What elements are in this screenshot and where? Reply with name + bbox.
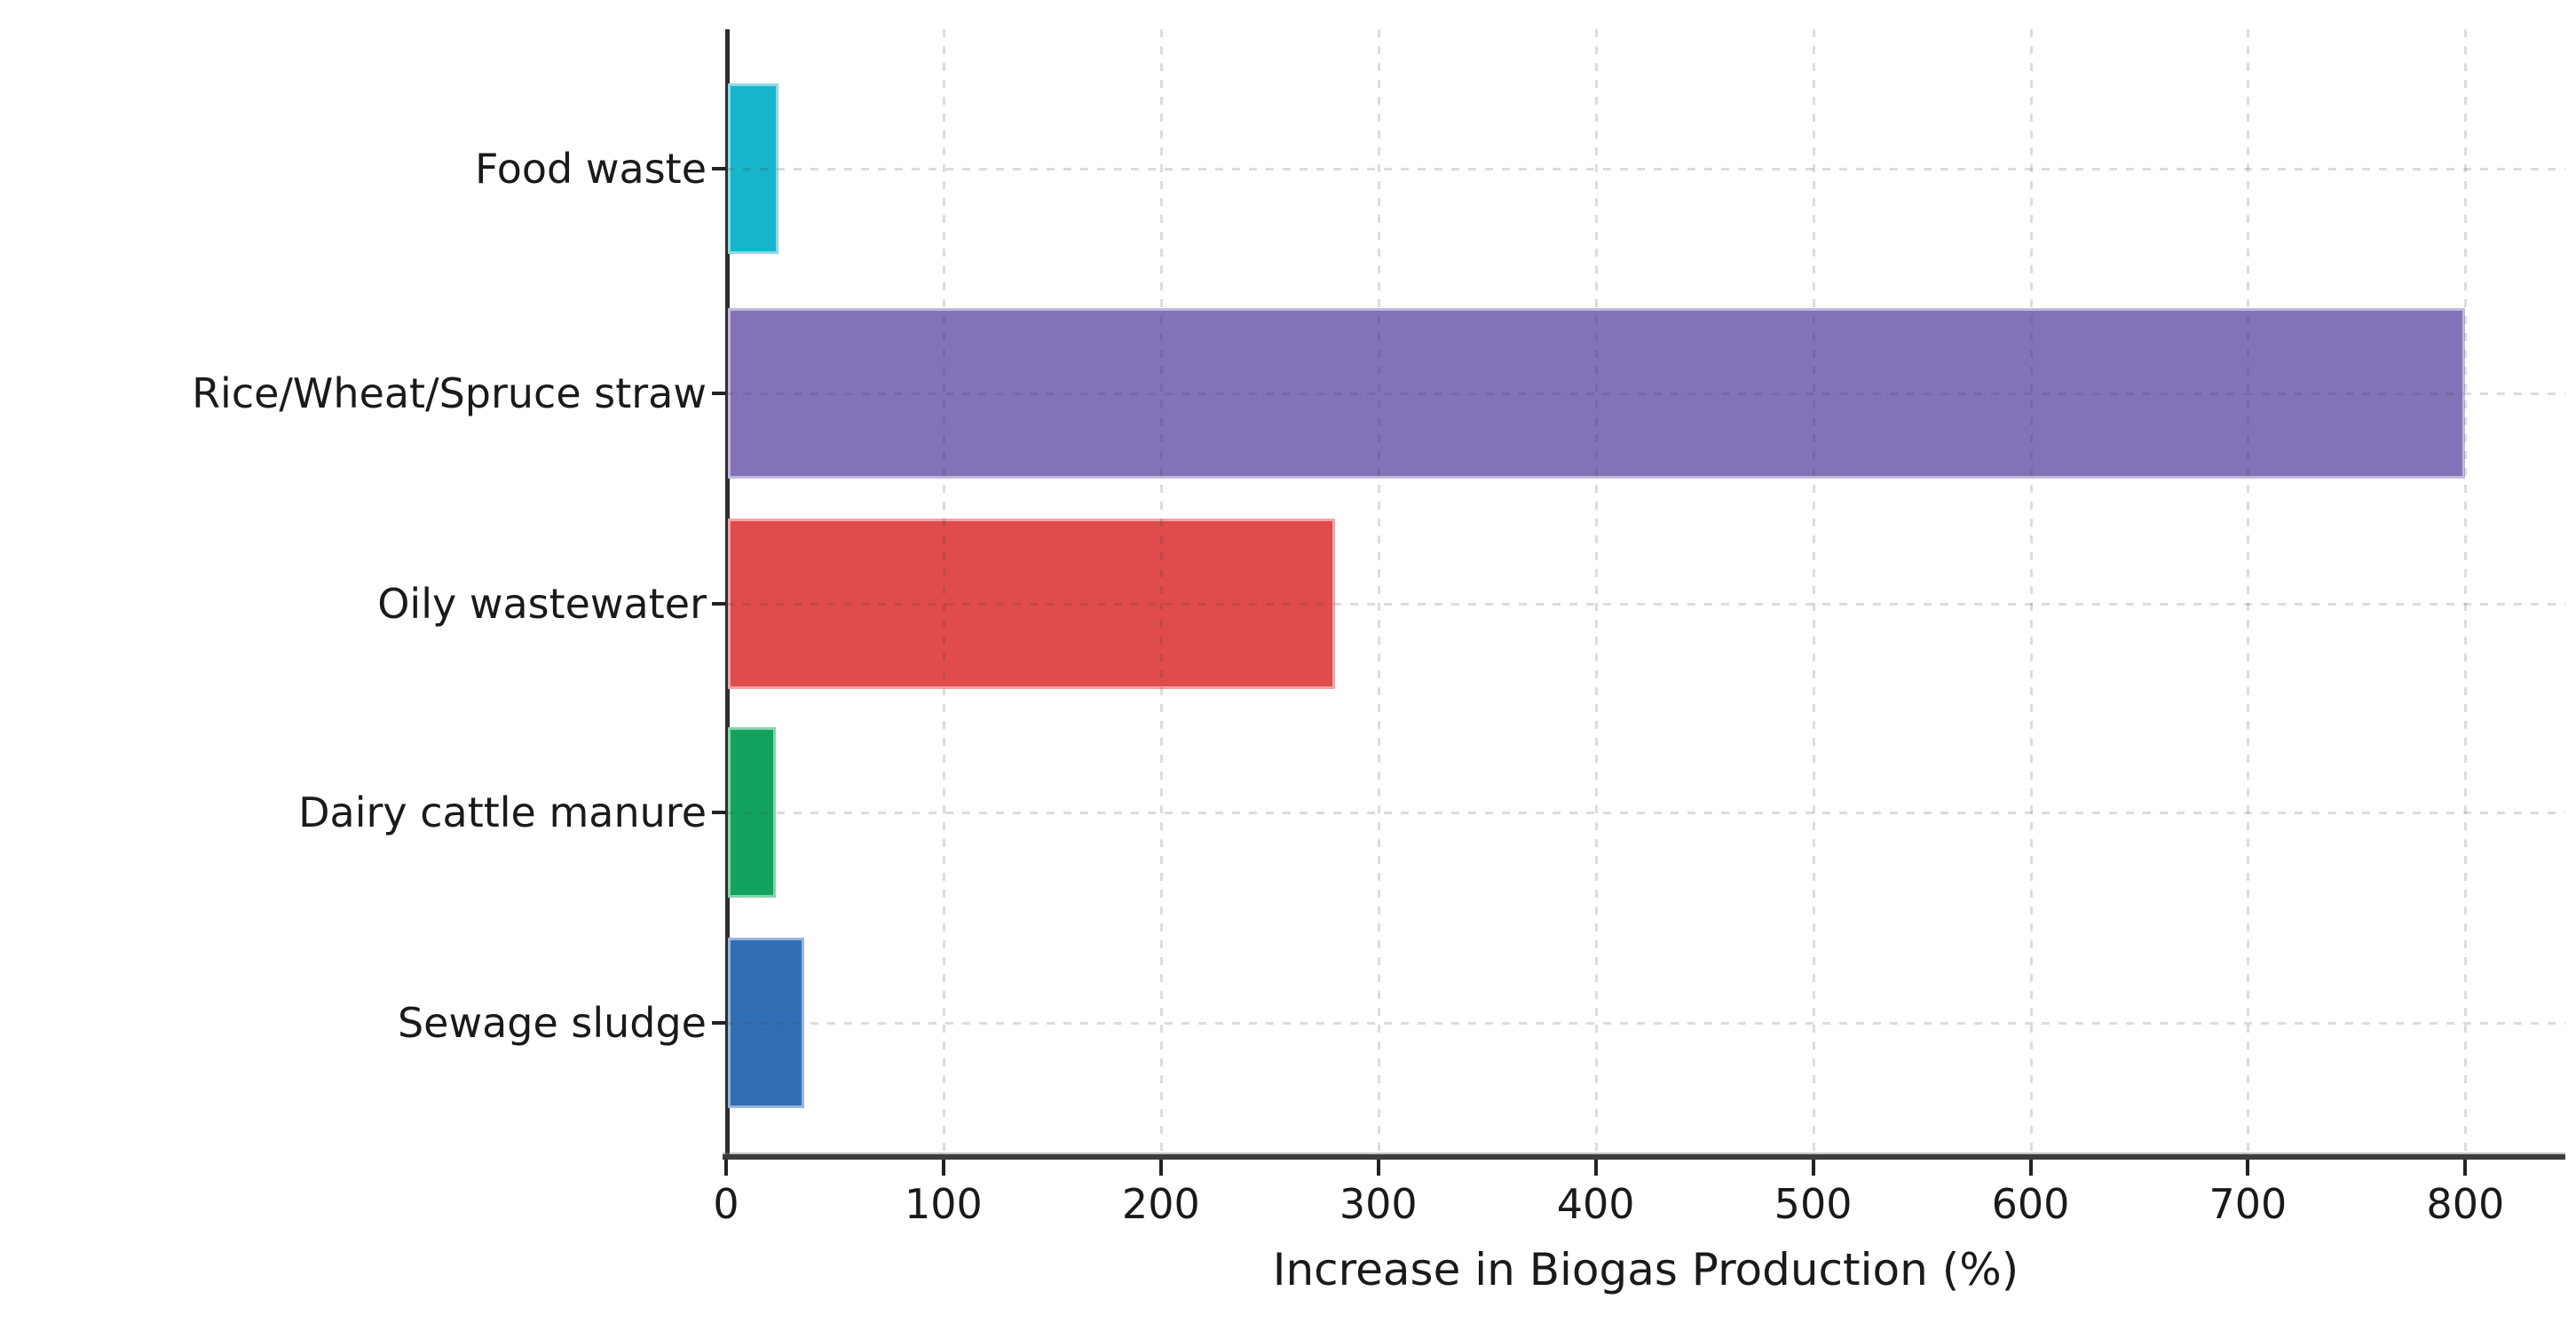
bar-food-waste [728, 83, 778, 254]
x-tick-label: 100 [905, 1180, 983, 1228]
h-gridline [726, 168, 2565, 170]
x-tick-label: 300 [1339, 1180, 1418, 1228]
x-tick-label: 400 [1556, 1180, 1635, 1228]
bar-oily-wastewater [728, 519, 1335, 689]
x-tick-label: 200 [1121, 1180, 1200, 1228]
v-gridline [2247, 29, 2250, 1154]
bar-sewage-sludge [728, 938, 805, 1108]
v-gridline [1812, 29, 1815, 1154]
y-tick-label: Food waste [474, 145, 707, 193]
x-tick-mark [1376, 1160, 1380, 1176]
x-tick-mark [1811, 1160, 1815, 1176]
v-gridline [1377, 29, 1380, 1154]
x-tick-mark [2028, 1160, 2033, 1176]
v-gridline [942, 29, 945, 1154]
bar-dairy-cattle-manure [728, 727, 777, 898]
y-tick-mark [712, 167, 726, 170]
x-tick-mark [2463, 1160, 2468, 1176]
v-gridline [2464, 29, 2468, 1154]
x-tick-mark [2246, 1160, 2250, 1176]
x-tick-mark [724, 1160, 728, 1176]
x-tick-label: 500 [1774, 1180, 1853, 1228]
y-tick-label: Dairy cattle manure [298, 788, 707, 836]
x-tick-label: 0 [713, 1180, 739, 1228]
h-gridline [726, 392, 2565, 395]
x-axis-spine [723, 1154, 2565, 1160]
h-gridline [726, 812, 2565, 814]
y-tick-label: Rice/Wheat/Spruce straw [192, 369, 707, 417]
h-gridline [726, 603, 2565, 606]
v-gridline [1159, 29, 1163, 1154]
x-tick-mark [941, 1160, 945, 1176]
x-tick-mark [1593, 1160, 1598, 1176]
x-axis-title: Increase in Biogas Production (%) [1272, 1244, 2019, 1295]
x-tick-label: 800 [2426, 1180, 2505, 1228]
y-tick-label: Oily wastewater [377, 580, 707, 628]
y-tick-mark [712, 811, 726, 814]
y-axis-spine [725, 29, 730, 1158]
v-gridline [2029, 29, 2033, 1154]
x-tick-label: 600 [1991, 1180, 2070, 1228]
v-gridline [1594, 29, 1598, 1154]
y-tick-label: Sewage sludge [397, 999, 707, 1047]
h-gridline [726, 1022, 2565, 1025]
y-tick-mark [712, 602, 726, 606]
y-tick-mark [712, 392, 726, 395]
x-tick-label: 700 [2209, 1180, 2288, 1228]
bar-rice-wheat-spruce-straw [728, 308, 2466, 479]
y-tick-mark [712, 1021, 726, 1025]
x-tick-mark [1158, 1160, 1163, 1176]
